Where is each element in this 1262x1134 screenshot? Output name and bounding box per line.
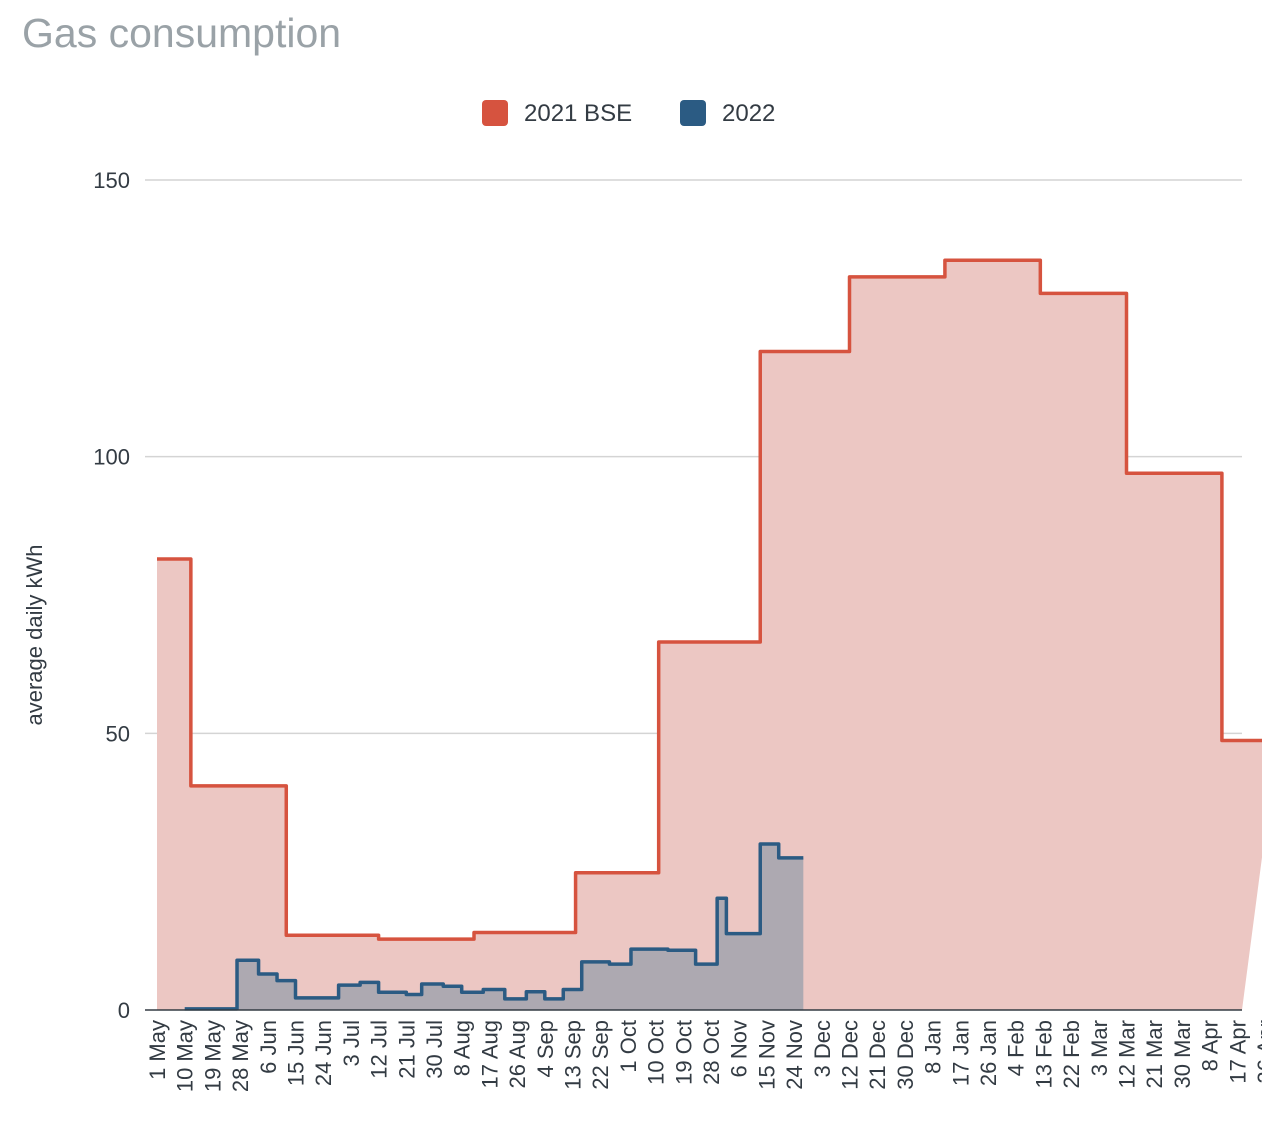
x-tick-label: 6 Jun: [256, 1020, 281, 1074]
x-tick-label: 21 Mar: [1142, 1020, 1167, 1088]
x-tick-label: 10 Oct: [644, 1020, 669, 1085]
x-tick-label: 12 Jul: [367, 1020, 392, 1079]
x-tick-label: 3 Jul: [339, 1020, 364, 1066]
y-axis-ticks: 0 50 100 150: [93, 168, 130, 1023]
series-line-0: [157, 258, 1262, 941]
x-tick-label: 15 Jun: [284, 1020, 309, 1086]
x-tick-label: 21 Dec: [865, 1020, 890, 1090]
chart-title: Gas consumption: [22, 10, 342, 56]
x-tick-label: 6 Nov: [727, 1020, 752, 1077]
x-tick-label: 17 Aug: [477, 1020, 502, 1089]
x-tick-label: 19 Oct: [671, 1020, 696, 1085]
x-tick-label: 4 Feb: [1004, 1020, 1029, 1076]
series-line-1: [184, 842, 804, 1011]
series-lines: [157, 258, 1262, 1011]
legend-swatch: [482, 100, 508, 126]
series-area-1: [184, 844, 804, 1010]
y-tick-label: 100: [93, 445, 130, 470]
x-tick-label: 30 Mar: [1170, 1020, 1195, 1088]
x-tick-label: 1 Oct: [616, 1020, 641, 1073]
y-axis-title: average daily kWh: [22, 545, 47, 726]
x-tick-label: 24 Nov: [782, 1020, 807, 1090]
x-tick-label: 24 Jun: [311, 1020, 336, 1086]
x-tick-label: 22 Feb: [1059, 1020, 1084, 1089]
x-tick-label: 26 Apr: [1253, 1020, 1262, 1084]
legend: 2021 BSE 2022: [482, 100, 775, 127]
x-tick-label: 26 Aug: [505, 1020, 530, 1089]
series-areas: [157, 260, 1262, 1010]
x-tick-label: 15 Nov: [754, 1020, 779, 1090]
x-tick-label: 10 May: [173, 1020, 198, 1092]
x-tick-label: 30 Dec: [893, 1020, 918, 1090]
x-tick-label: 3 Mar: [1087, 1020, 1112, 1076]
x-tick-label: 28 May: [228, 1020, 253, 1092]
x-tick-label: 12 Dec: [838, 1020, 863, 1090]
x-tick-label: 4 Sep: [533, 1020, 558, 1078]
legend-label: 2022: [722, 100, 775, 127]
x-tick-label: 19 May: [200, 1020, 225, 1092]
x-tick-label: 13 Sep: [561, 1020, 586, 1090]
x-tick-label: 3 Dec: [810, 1020, 835, 1077]
x-tick-label: 8 Jan: [921, 1020, 946, 1074]
legend-swatch: [680, 100, 706, 126]
y-tick-label: 0: [118, 998, 130, 1023]
x-tick-label: 22 Sep: [588, 1020, 613, 1090]
x-tick-label: 26 Jan: [976, 1020, 1001, 1086]
x-tick-label: 8 Aug: [450, 1020, 475, 1076]
x-tick-label: 1 May: [145, 1020, 170, 1080]
legend-label: 2021 BSE: [524, 100, 632, 127]
y-tick-label: 150: [93, 168, 130, 193]
x-tick-label: 30 Jul: [422, 1020, 447, 1079]
x-tick-label: 28 Oct: [699, 1020, 724, 1085]
x-tick-label: 8 Apr: [1198, 1020, 1223, 1071]
x-tick-label: 17 Apr: [1225, 1020, 1250, 1084]
x-tick-label: 13 Feb: [1031, 1020, 1056, 1089]
x-tick-label: 17 Jan: [948, 1020, 973, 1086]
x-axis-ticks: 1 May 10 May 19 May 28 May 6 Jun 15 Jun 24 Jun…: [145, 1020, 1262, 1092]
series-area-0: [157, 260, 1262, 1010]
y-tick-label: 50: [106, 721, 130, 746]
x-tick-label: 12 Mar: [1115, 1020, 1140, 1088]
x-tick-label: 21 Jul: [394, 1020, 419, 1079]
